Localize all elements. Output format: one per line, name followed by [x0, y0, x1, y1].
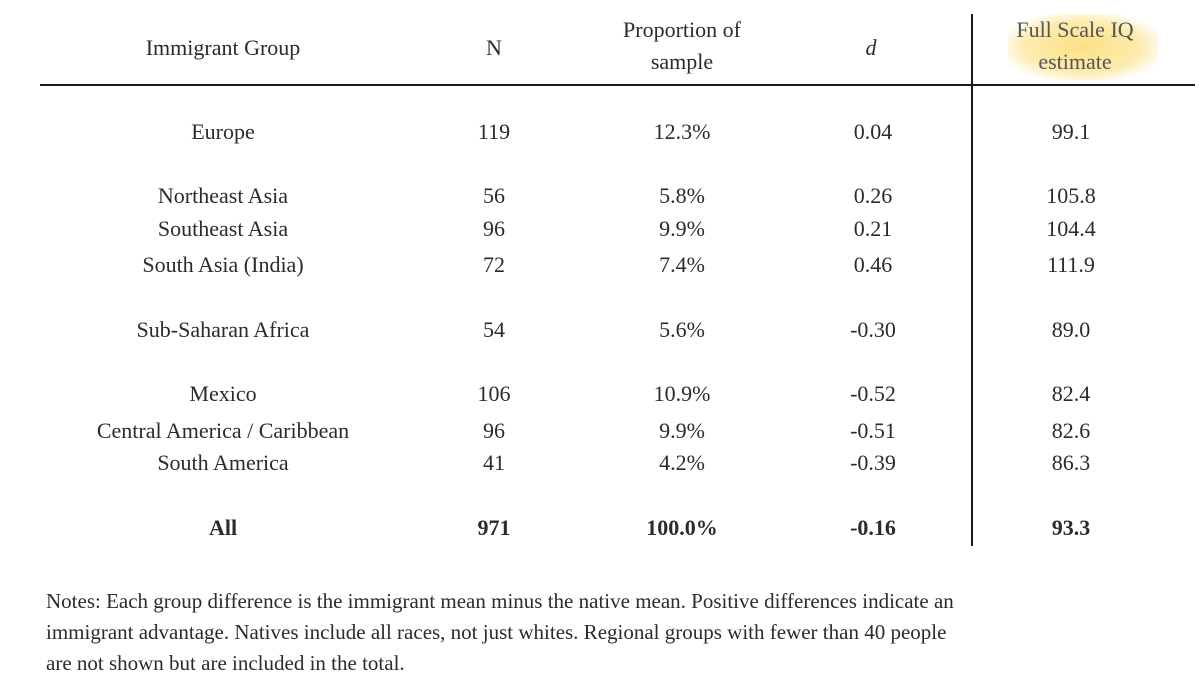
row-n: 96 [483, 418, 505, 443]
notes-line-1: Notes: Each group difference is the immi… [46, 589, 954, 613]
row-d: -0.30 [850, 317, 896, 342]
row-n: 119 [477, 119, 511, 144]
row-d: 0.26 [853, 183, 893, 208]
header-proportion-line2: sample [650, 49, 714, 74]
row-n: 56 [483, 183, 505, 208]
row-n: 72 [483, 252, 505, 277]
row-proportion: 9.9% [659, 216, 705, 241]
row-group: Sub-Saharan Africa [136, 317, 310, 342]
total-group: All [208, 515, 238, 540]
row-n: 41 [483, 450, 505, 475]
row-d: -0.52 [850, 381, 896, 406]
row-iq: 99.1 [1051, 119, 1091, 144]
row-group: South Asia (India) [142, 252, 304, 277]
header-iq-line1: Full Scale IQ [1016, 17, 1134, 42]
total-iq: 93.3 [1051, 515, 1091, 540]
column-divider [971, 14, 973, 546]
row-proportion: 4.2% [659, 450, 705, 475]
notes-line-2: immigrant advantage. Natives include all… [46, 620, 947, 644]
row-iq: 89.0 [1051, 317, 1091, 342]
row-d: -0.51 [850, 418, 896, 443]
row-iq: 105.8 [1046, 183, 1096, 208]
row-iq: 82.4 [1051, 381, 1091, 406]
table-notes: Notes: Each group difference is the immi… [46, 586, 1176, 679]
row-d: -0.39 [850, 450, 896, 475]
notes-line-3: are not shown but are included in the to… [46, 651, 405, 675]
row-iq: 111.9 [1047, 252, 1095, 277]
header-d: d [865, 35, 877, 60]
row-proportion: 5.8% [659, 183, 705, 208]
row-proportion: 9.9% [659, 418, 705, 443]
row-d: 0.04 [853, 119, 893, 144]
header-highlight [1008, 14, 1158, 80]
total-proportion: 100.0% [646, 515, 718, 540]
row-d: 0.46 [853, 252, 893, 277]
row-proportion: 12.3% [653, 119, 711, 144]
row-group: Europe [191, 119, 255, 144]
row-iq: 104.4 [1046, 216, 1096, 241]
row-group: Southeast Asia [157, 216, 289, 241]
total-d: -0.16 [850, 515, 896, 540]
row-group: Northeast Asia [157, 183, 289, 208]
row-n: 96 [483, 216, 505, 241]
header-rule [40, 84, 1195, 86]
row-proportion: 5.6% [659, 317, 705, 342]
row-iq: 82.6 [1051, 418, 1091, 443]
row-group: Mexico [189, 381, 257, 406]
row-iq: 86.3 [1051, 450, 1091, 475]
row-group: South America [157, 450, 289, 475]
row-proportion: 10.9% [653, 381, 711, 406]
header-iq-line2: estimate [1038, 49, 1112, 74]
row-group: Central America / Caribbean [96, 418, 350, 443]
header-n: N [486, 35, 502, 60]
row-n: 106 [477, 381, 511, 406]
row-proportion: 7.4% [659, 252, 705, 277]
row-d: 0.21 [853, 216, 893, 241]
header-proportion-line1: Proportion of [623, 17, 741, 42]
header-immigrant-group: Immigrant Group [145, 35, 301, 60]
row-n: 54 [483, 317, 505, 342]
total-n: 971 [477, 515, 511, 540]
